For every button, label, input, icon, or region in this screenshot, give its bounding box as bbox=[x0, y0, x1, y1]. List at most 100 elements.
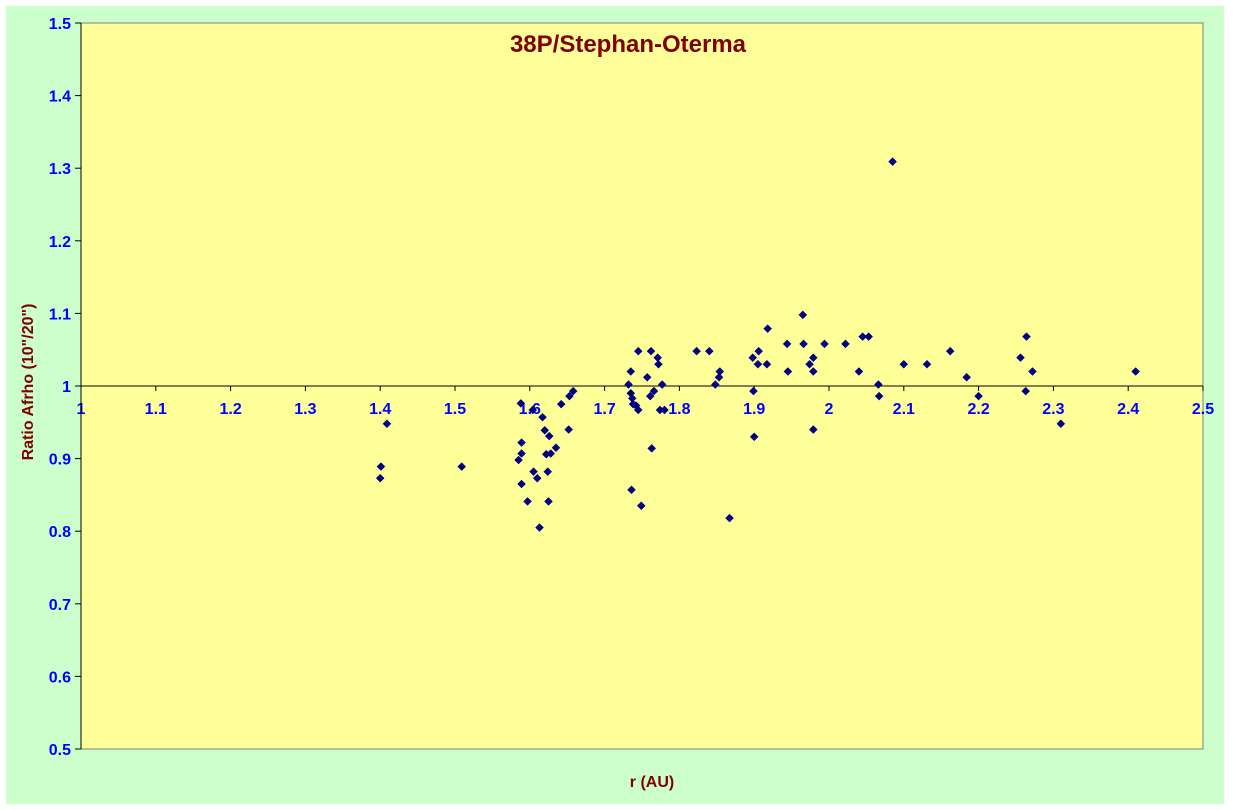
data-point bbox=[749, 386, 758, 396]
data-point bbox=[564, 425, 574, 434]
data-point bbox=[657, 380, 667, 389]
x-tick-label: 1.4 bbox=[369, 401, 391, 418]
data-point bbox=[753, 359, 763, 369]
data-point bbox=[543, 467, 553, 477]
data-point bbox=[660, 405, 669, 415]
data-point bbox=[544, 431, 554, 441]
data-point bbox=[874, 391, 884, 401]
data-point bbox=[646, 346, 656, 356]
x-axis: 11.11.21.31.41.51.61.71.81.922.12.22.32.… bbox=[77, 385, 1214, 418]
data-point bbox=[376, 462, 386, 471]
y-tick-label: 1.5 bbox=[49, 16, 71, 33]
y-tick-label: 1.4 bbox=[49, 89, 71, 106]
data-point bbox=[627, 485, 636, 495]
x-tick-label: 1.3 bbox=[294, 401, 316, 418]
data-point bbox=[805, 359, 814, 369]
y-tick-label: 0.9 bbox=[49, 452, 71, 469]
data-point bbox=[517, 438, 526, 447]
data-point bbox=[633, 346, 643, 356]
data-point bbox=[1021, 386, 1031, 396]
data-point bbox=[808, 425, 818, 434]
y-axis-title: Ratio Afrho (10"/20") bbox=[20, 304, 37, 461]
data-point bbox=[945, 346, 955, 356]
y-tick-label: 1.3 bbox=[49, 161, 71, 178]
data-point bbox=[864, 332, 873, 341]
data-point bbox=[1131, 367, 1141, 376]
x-axis-title: r (AU) bbox=[630, 774, 674, 791]
x-tick-label: 2.5 bbox=[1192, 401, 1214, 418]
y-tick-label: 1.2 bbox=[49, 234, 71, 251]
x-tick-label: 1.1 bbox=[145, 401, 167, 418]
data-point bbox=[633, 405, 643, 415]
data-point bbox=[636, 501, 646, 511]
data-point bbox=[841, 339, 850, 349]
data-point bbox=[754, 346, 764, 356]
y-tick-label: 0.8 bbox=[49, 524, 71, 541]
data-point bbox=[540, 425, 550, 435]
x-tick-label: 1.5 bbox=[444, 401, 466, 418]
data-point bbox=[714, 372, 724, 382]
data-point bbox=[1022, 332, 1031, 341]
x-tick-label: 1.8 bbox=[668, 401, 690, 418]
y-tick-label: 1 bbox=[62, 379, 71, 396]
data-point bbox=[517, 479, 526, 489]
data-point bbox=[642, 372, 652, 382]
y-tick-label: 0.5 bbox=[49, 742, 71, 759]
data-point bbox=[647, 444, 657, 453]
data-point bbox=[535, 523, 544, 532]
data-point bbox=[529, 467, 538, 477]
x-tick-label: 2 bbox=[825, 401, 834, 418]
data-point bbox=[1016, 353, 1025, 363]
data-point bbox=[645, 391, 655, 401]
data-point bbox=[523, 497, 532, 506]
y-tick-label: 0.7 bbox=[49, 597, 71, 614]
data-point bbox=[532, 473, 542, 483]
data-point bbox=[692, 346, 701, 356]
data-point bbox=[710, 380, 720, 389]
data-point bbox=[528, 405, 538, 415]
data-point bbox=[382, 419, 392, 429]
x-tick-label: 1.7 bbox=[593, 401, 615, 418]
data-point bbox=[974, 391, 983, 401]
data-point bbox=[799, 339, 808, 349]
data-point bbox=[808, 367, 818, 376]
data-point bbox=[649, 386, 659, 396]
data-series bbox=[375, 157, 1141, 532]
data-point bbox=[546, 449, 556, 458]
data-point bbox=[820, 339, 829, 349]
y-axis: 0.5 0.6 0.7 0.8 0.9 1 1.1 1.2 1.3 1.4 1.5 bbox=[49, 16, 82, 759]
x-tick-label: 2.2 bbox=[967, 401, 989, 418]
data-point bbox=[538, 412, 547, 422]
chart-title: 38P/Stephan-Oterma bbox=[510, 31, 747, 58]
data-point bbox=[782, 339, 792, 349]
data-point bbox=[749, 432, 759, 442]
data-point bbox=[725, 513, 734, 523]
x-tick-label: 2.4 bbox=[1117, 401, 1139, 418]
data-point bbox=[626, 367, 636, 376]
data-point bbox=[1056, 419, 1066, 429]
data-point bbox=[962, 372, 971, 382]
data-point bbox=[551, 443, 561, 453]
data-point bbox=[457, 462, 467, 471]
data-point bbox=[762, 359, 772, 369]
data-point bbox=[798, 310, 808, 320]
x-tick-label: 2.1 bbox=[893, 401, 915, 418]
data-point bbox=[568, 386, 578, 396]
data-point bbox=[565, 391, 574, 401]
data-point bbox=[556, 399, 566, 409]
data-point bbox=[517, 449, 526, 458]
y-tick-label: 0.6 bbox=[49, 669, 71, 686]
data-point bbox=[544, 497, 553, 506]
data-point bbox=[748, 353, 758, 363]
data-point bbox=[808, 353, 818, 363]
data-point bbox=[858, 332, 868, 341]
x-tick-label: 1.2 bbox=[219, 401, 241, 418]
data-point bbox=[888, 157, 897, 167]
data-point bbox=[514, 455, 523, 465]
data-point bbox=[516, 399, 526, 408]
data-point bbox=[624, 380, 633, 389]
data-point bbox=[654, 359, 663, 369]
data-point bbox=[1028, 367, 1037, 376]
data-point bbox=[375, 473, 385, 483]
